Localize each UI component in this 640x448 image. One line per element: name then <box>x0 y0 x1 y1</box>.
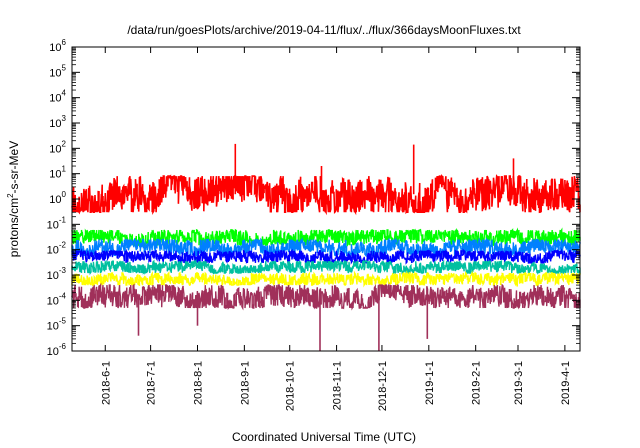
y-tick-label-7: 100 <box>49 190 66 206</box>
series-4 <box>71 248 581 266</box>
y-tick-label-10: 103 <box>49 114 66 130</box>
series-2 <box>71 227 581 248</box>
series-6-line <box>71 270 581 288</box>
x-axis: 2018-6-1 2018-7-1 2018-8-1 2018-9-1 2018-10-… <box>100 47 572 411</box>
y-tick-label-5: 10-2 <box>47 241 67 257</box>
y-axis-label-exponent: 2 <box>6 193 15 198</box>
series-1 <box>71 143 581 216</box>
x-tick-label-9: 2019-2-1 <box>471 361 483 405</box>
y-tick-label-1: 10-6 <box>47 342 67 358</box>
chart-title: /data/run/goesPlots/archive/2019-04-11/f… <box>127 23 521 37</box>
series-3-line <box>71 236 581 258</box>
series-7 <box>71 282 581 351</box>
y-axis: 10-6 10-5 10-4 10-3 10-2 10-1 100 101 102 103 104 1… <box>47 38 580 358</box>
x-axis-label: Coordinated Universal Time (UTC) <box>232 430 416 444</box>
y-axis-label-rest: -s-sr-MeV <box>7 141 21 194</box>
y-tick-label-3: 10-4 <box>47 291 67 307</box>
series-7-line <box>71 282 581 311</box>
series-layer <box>71 143 581 351</box>
x-tick-label-5: 2018-10-1 <box>285 361 297 411</box>
series-5 <box>71 258 581 276</box>
series-2-line <box>71 227 581 248</box>
x-tick-label-4: 2018-9-1 <box>239 361 251 405</box>
series-3 <box>71 236 581 258</box>
x-tick-label-3: 2018-8-1 <box>192 361 204 405</box>
series-5-line <box>71 258 581 276</box>
y-tick-label-11: 104 <box>49 89 66 105</box>
x-tick-label-8: 2019-1-1 <box>424 361 436 405</box>
x-tick-label-6: 2018-11-1 <box>332 361 344 410</box>
y-tick-label-13: 106 <box>49 38 66 54</box>
y-tick-label-8: 101 <box>49 165 66 181</box>
plot-frame <box>71 46 581 352</box>
x-tick-label-10: 2019-3-1 <box>513 361 525 405</box>
series-4-line <box>71 248 581 266</box>
y-tick-label-2: 10-5 <box>47 317 67 333</box>
y-tick-label-12: 105 <box>49 63 66 79</box>
x-tick-label-11: 2019-4-1 <box>560 361 572 405</box>
series-6 <box>71 270 581 288</box>
y-axis-label: protons/cm2-s-sr-MeV <box>6 141 21 257</box>
y-axis-label-main: protons/cm <box>7 198 21 257</box>
series-1-line <box>71 173 581 216</box>
x-tick-label-1: 2018-6-1 <box>100 361 112 405</box>
y-tick-label-9: 102 <box>49 139 66 155</box>
x-tick-label-7: 2018-12-1 <box>377 361 389 411</box>
y-tick-label-6: 10-1 <box>47 215 67 231</box>
x-tick-label-2: 2018-7-1 <box>146 361 158 405</box>
y-tick-label-4: 10-3 <box>47 266 67 282</box>
